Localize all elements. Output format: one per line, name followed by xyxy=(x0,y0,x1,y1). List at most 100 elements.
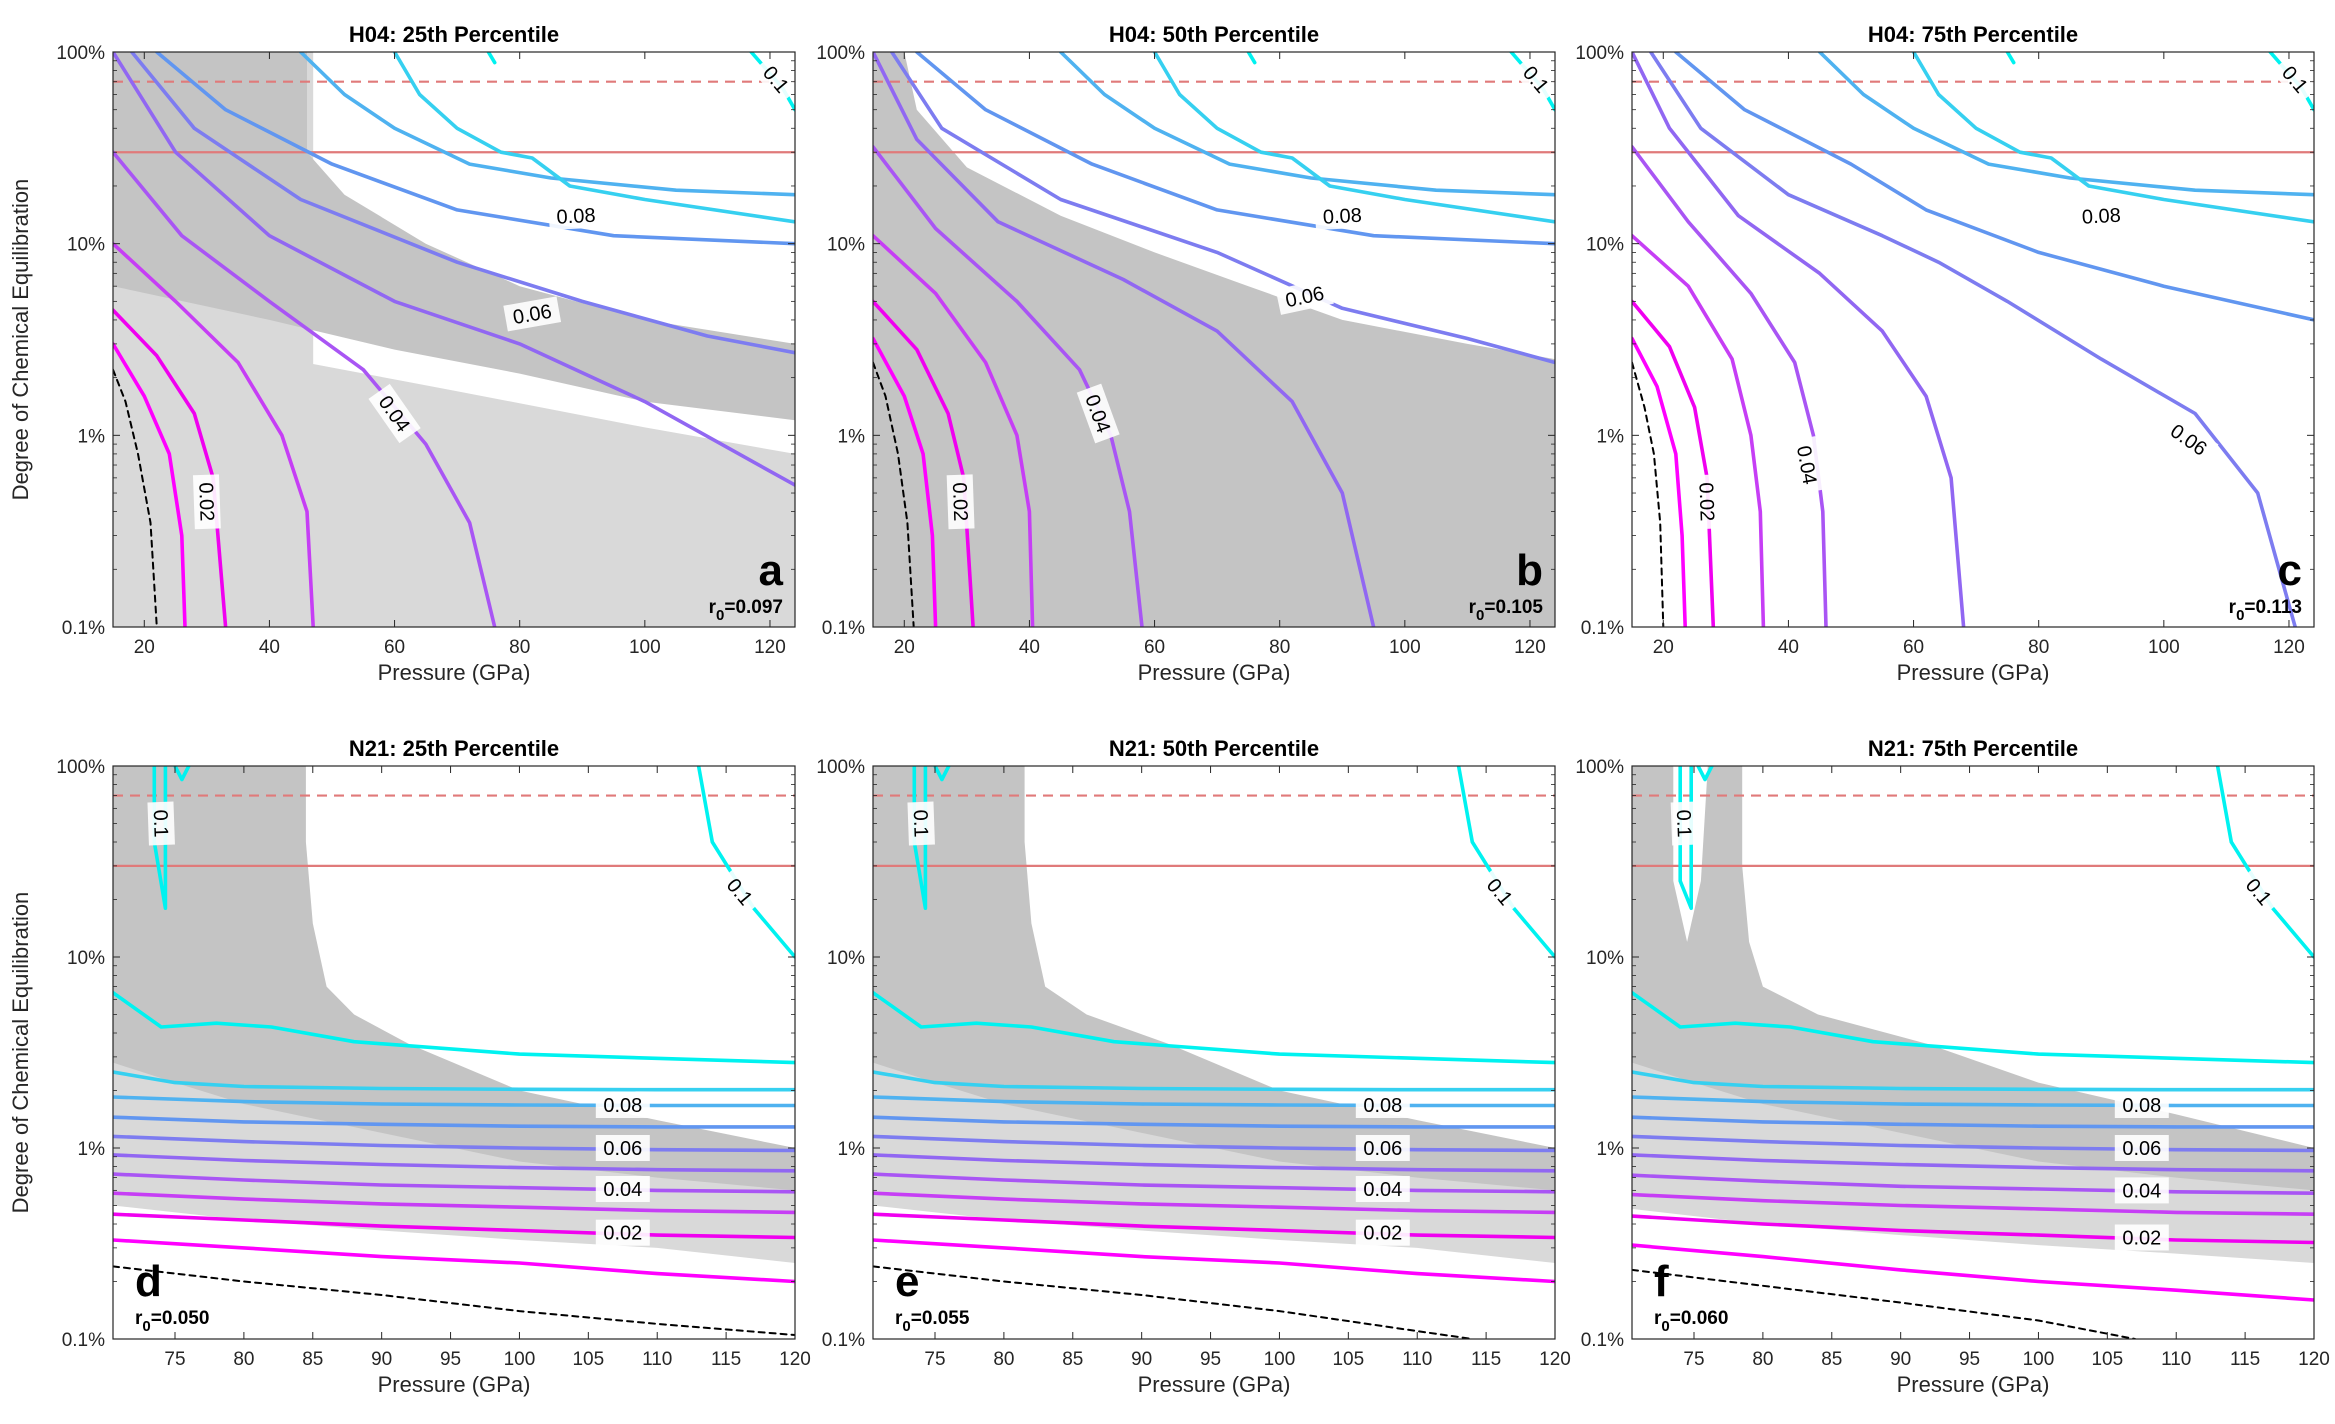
x-axis-label: Pressure (GPa) xyxy=(378,1372,531,1397)
y-tick-label: 1% xyxy=(78,426,106,447)
contour-line xyxy=(933,766,951,782)
contour-line xyxy=(113,1070,795,1092)
contour-label: 0.02 xyxy=(2114,1224,2169,1251)
r0-symbol: r xyxy=(709,597,717,618)
contour-line xyxy=(873,1070,1555,1092)
r0-subscript: 0 xyxy=(716,607,724,624)
contour-line xyxy=(1632,1192,2314,1216)
contour-line xyxy=(113,342,187,627)
x-tick-label: 60 xyxy=(1144,637,1165,658)
x-tick-label: 115 xyxy=(711,1349,741,1370)
chart-panel-b: 0.020.040.060.080.120 40 60 80 100 1200.1%1%1… xyxy=(816,22,1556,685)
contour-line xyxy=(873,1115,1555,1129)
y-tick-label: 1% xyxy=(78,1139,106,1160)
contour-label: 0.06 xyxy=(595,1135,650,1161)
contour-line xyxy=(113,52,795,487)
contour-label-text: 0.04 xyxy=(603,1179,642,1201)
plot-area: 0.020.040.060.080.1 xyxy=(1632,52,2314,627)
contour-label-text: 0.08 xyxy=(1322,205,1362,229)
contour-line xyxy=(1058,52,1555,197)
x-tick-label: 80 xyxy=(1269,637,1290,658)
contour-label: 0.02 xyxy=(1693,474,1722,530)
contour-label-text: 0.08 xyxy=(1363,1095,1402,1117)
x-tick-label: 110 xyxy=(2161,1349,2191,1370)
contour-line xyxy=(2005,52,2016,65)
chart-title: H04: 75th Percentile xyxy=(1868,22,2078,47)
x-tick-label: 90 xyxy=(1131,1349,1152,1370)
y-tick-label: 0.1% xyxy=(62,1330,105,1351)
x-tick-label: 100 xyxy=(1389,637,1421,658)
contour-label-text: 0.02 xyxy=(1363,1223,1402,1245)
r0-value: =0.105 xyxy=(1484,597,1543,618)
contour-line xyxy=(113,1153,795,1173)
y-tick-label: 1% xyxy=(1597,426,1625,447)
x-tick-label: 40 xyxy=(1778,637,1799,658)
plot-area: 0.020.040.060.080.10.1 xyxy=(873,766,1555,1339)
x-tick-label: 120 xyxy=(1539,1349,1571,1370)
r0-annotation: r0=0.097 xyxy=(709,597,783,624)
contour-line xyxy=(113,368,158,627)
contour-line xyxy=(1632,1243,2314,1302)
contour-line xyxy=(113,1115,795,1129)
r0-value: =0.097 xyxy=(724,597,783,618)
x-axis-label: Pressure (GPa) xyxy=(378,660,531,685)
r0-subscript: 0 xyxy=(1661,1318,1669,1335)
r0-subscript: 0 xyxy=(902,1318,910,1335)
x-tick-label: 120 xyxy=(779,1349,811,1370)
x-tick-label: 95 xyxy=(440,1349,461,1370)
x-tick-label: 60 xyxy=(384,637,405,658)
contour-line xyxy=(113,1238,795,1284)
contour-label-text: 0.02 xyxy=(1694,482,1717,522)
x-tick-label: 85 xyxy=(1062,1349,1083,1370)
contour-label-text: 0.06 xyxy=(2122,1138,2161,1160)
contour-label-text: 0.04 xyxy=(1363,1179,1402,1201)
y-tick-label: 100% xyxy=(56,757,105,778)
x-tick-label: 75 xyxy=(1683,1349,1704,1370)
x-tick-label: 90 xyxy=(1890,1349,1911,1370)
y-tick-label: 100% xyxy=(56,43,105,64)
contour-label: 0.02 xyxy=(1355,1219,1410,1246)
chart-title: H04: 25th Percentile xyxy=(349,22,559,47)
contour-label: 0.08 xyxy=(1355,1092,1410,1118)
r0-annotation: r0=0.050 xyxy=(135,1308,209,1335)
contour-line xyxy=(1674,52,2314,322)
x-tick-label: 120 xyxy=(2298,1349,2330,1370)
contour-label: 0.04 xyxy=(2114,1177,2169,1204)
r0-annotation: r0=0.105 xyxy=(1469,597,1544,624)
contour-label-text: 0.02 xyxy=(194,482,217,522)
panel-label: e xyxy=(895,1257,919,1306)
contour-line xyxy=(1632,145,1828,627)
y-axis-label: Degree of Chemical Equilibration xyxy=(8,179,33,501)
x-tick-label: 75 xyxy=(924,1349,945,1370)
chart-title: N21: 25th Percentile xyxy=(349,736,559,761)
contour-label: 0.04 xyxy=(1789,436,1825,494)
contour-label: 0.06 xyxy=(2114,1135,2169,1161)
chart-panel-a: 0.020.040.060.080.120 40 60 80 100 1200.1%1%1… xyxy=(8,22,796,685)
x-axis-label: Pressure (GPa) xyxy=(1138,660,1291,685)
contour-label-text: 0.1 xyxy=(149,809,172,838)
r0-value: =0.055 xyxy=(911,1308,970,1329)
panel-label: d xyxy=(135,1257,162,1306)
contour-line xyxy=(873,1191,1555,1215)
r0-value: =0.060 xyxy=(1670,1308,1729,1329)
r0-subscript: 0 xyxy=(142,1318,150,1335)
r0-symbol: r xyxy=(895,1308,903,1329)
x-axis-label: Pressure (GPa) xyxy=(1138,1372,1291,1397)
shaded-region-light xyxy=(113,319,795,627)
contour-label: 0.1 xyxy=(147,801,175,846)
shaded-region-dark xyxy=(113,52,795,421)
shaded-region-dark xyxy=(873,52,1555,627)
y-tick-label: 10% xyxy=(67,948,105,969)
axes-frame xyxy=(1631,51,2315,628)
x-axis-label: Pressure (GPa) xyxy=(1897,1372,2050,1397)
x-tick-label: 105 xyxy=(1332,1349,1364,1370)
x-tick-label: 80 xyxy=(233,1349,254,1370)
axes-frame xyxy=(112,765,796,1340)
contour-line xyxy=(1649,52,2297,627)
y-tick-label: 100% xyxy=(816,43,865,64)
x-tick-label: 80 xyxy=(509,637,530,658)
x-tick-label: 115 xyxy=(2230,1349,2260,1370)
contour-line xyxy=(1632,336,1687,627)
contour-label: 0.1 xyxy=(907,801,935,846)
contour-line xyxy=(113,990,795,1065)
